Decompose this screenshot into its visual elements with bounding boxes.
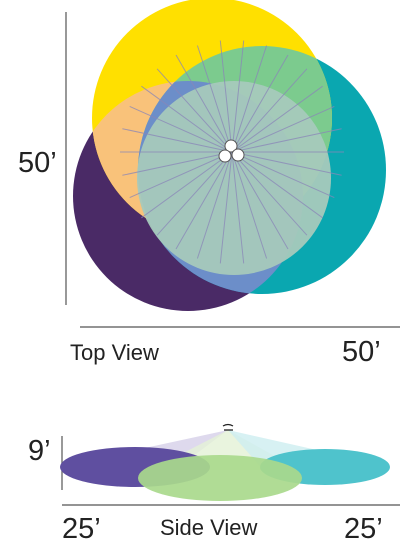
- spray-spoke: [141, 85, 233, 153]
- spray-spoke: [196, 151, 233, 259]
- spray-spoke: [231, 151, 289, 250]
- sprinkler-head: [218, 149, 232, 163]
- spray-spoke: [156, 68, 233, 153]
- spray-spoke: [231, 68, 308, 153]
- spray-spoke: [231, 151, 245, 264]
- top-view-caption: Top View: [70, 340, 159, 365]
- spray-spoke: [129, 105, 233, 153]
- spray-spoke: [129, 151, 233, 199]
- top-view-width-label: 50’: [342, 336, 381, 368]
- spray-spoke: [219, 40, 233, 153]
- spray-spoke: [231, 54, 289, 153]
- center-spray-pool: [138, 455, 302, 501]
- spray-spoke: [231, 40, 245, 153]
- top-view-height-label: 50’: [18, 147, 57, 179]
- spray-spoke: [231, 128, 342, 153]
- spray-spoke: [231, 151, 268, 259]
- side-view-left-width-label: 25’: [62, 513, 101, 545]
- spray-spoke: [231, 151, 308, 236]
- spray-spoke: [231, 151, 323, 219]
- spray-spoke: [141, 151, 233, 219]
- sprinkler-head: [224, 139, 238, 153]
- spray-spoke: [231, 45, 268, 153]
- spray-spoke: [231, 151, 342, 176]
- spray-spoke: [175, 151, 233, 250]
- central-coverage-circle: [137, 81, 331, 275]
- spray-spoke: [231, 85, 323, 153]
- spray-spoke: [175, 54, 233, 153]
- side-sprinkler-icon: [222, 423, 234, 431]
- side-view-height-label: 9’: [28, 435, 51, 467]
- spray-spoke: [219, 151, 233, 264]
- spray-spoke: [122, 151, 233, 176]
- spray-spoke: [231, 105, 335, 153]
- spray-spoke: [156, 151, 233, 236]
- spray-spoke: [231, 151, 335, 199]
- side-view-right-width-label: 25’: [344, 513, 383, 545]
- sprinkler-heads: [218, 139, 245, 163]
- top-view: 50’ Top View 50’: [18, 0, 400, 368]
- spray-spoke: [196, 45, 233, 153]
- spray-spokes: [120, 40, 344, 264]
- side-view: 9’ 25’ Side View 25’: [28, 423, 400, 545]
- side-view-caption: Side View: [160, 515, 258, 540]
- sprinkler-head: [231, 148, 245, 162]
- spray-spoke: [122, 128, 233, 153]
